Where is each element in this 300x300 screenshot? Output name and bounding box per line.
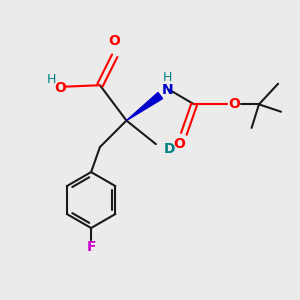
Text: O: O xyxy=(109,34,121,48)
Polygon shape xyxy=(126,92,163,121)
Text: O: O xyxy=(228,98,240,111)
Text: F: F xyxy=(86,240,96,254)
Text: O: O xyxy=(173,137,185,151)
Text: D: D xyxy=(164,142,175,155)
Text: O: O xyxy=(54,81,66,95)
Text: H: H xyxy=(47,73,56,86)
Text: N: N xyxy=(162,82,173,97)
Text: H: H xyxy=(163,71,172,84)
